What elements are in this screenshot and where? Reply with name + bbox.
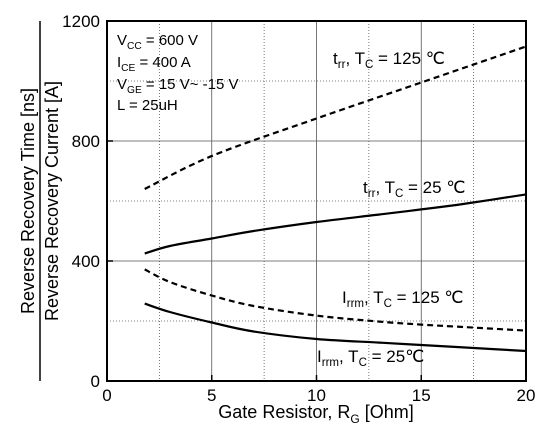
- y-tick-label: 1200: [62, 12, 100, 31]
- axis-ticks: 0 5 10 15 20 0 400 800 1200: [62, 12, 535, 405]
- series-label-irrm125: Irrm, TC = 125 ℃: [342, 288, 463, 310]
- condition-line: ICE = 400 A: [117, 54, 191, 74]
- x-tick-label: 0: [102, 386, 111, 405]
- y-tick-label: 0: [91, 372, 100, 391]
- condition-line: L = 25uH: [117, 97, 178, 114]
- series-line-irrm125: [144, 268, 527, 332]
- series-line-trr25: [144, 193, 527, 255]
- series-label-trr125: trr, TC = 125 ℃: [333, 49, 445, 71]
- series-line-irrm25: [144, 302, 527, 353]
- series-lines: [144, 45, 527, 353]
- x-tick-label: 10: [307, 386, 326, 405]
- y-axis-label-top: Reverse Recovery Time [ns]: [18, 88, 38, 314]
- y-axis-label-bottom: Reverse Recovery Current [A]: [42, 81, 62, 321]
- condition-line: VGE = 15 V~ -15 V: [117, 76, 238, 96]
- x-axis-label: Gate Resistor, RG [Ohm]: [218, 402, 413, 426]
- y-axis-label: Reverse Recovery Time [ns] Reverse Recov…: [18, 21, 62, 381]
- x-tick-label: 15: [412, 386, 431, 405]
- y-tick-label: 400: [72, 252, 100, 271]
- series-labels: trr, TC = 125 ℃ trr, TC = 25 ℃ Irrm, TC = …: [317, 49, 465, 369]
- series-label-trr25: trr, TC = 25 ℃: [363, 178, 465, 200]
- series-label-irrm25: Irrm, TC = 25℃: [317, 347, 424, 369]
- grid: [107, 21, 526, 381]
- y-tick-label: 800: [72, 132, 100, 151]
- x-tick-label: 20: [517, 386, 536, 405]
- x-tick-label: 5: [207, 386, 216, 405]
- condition-line: VCC = 600 V: [117, 32, 198, 52]
